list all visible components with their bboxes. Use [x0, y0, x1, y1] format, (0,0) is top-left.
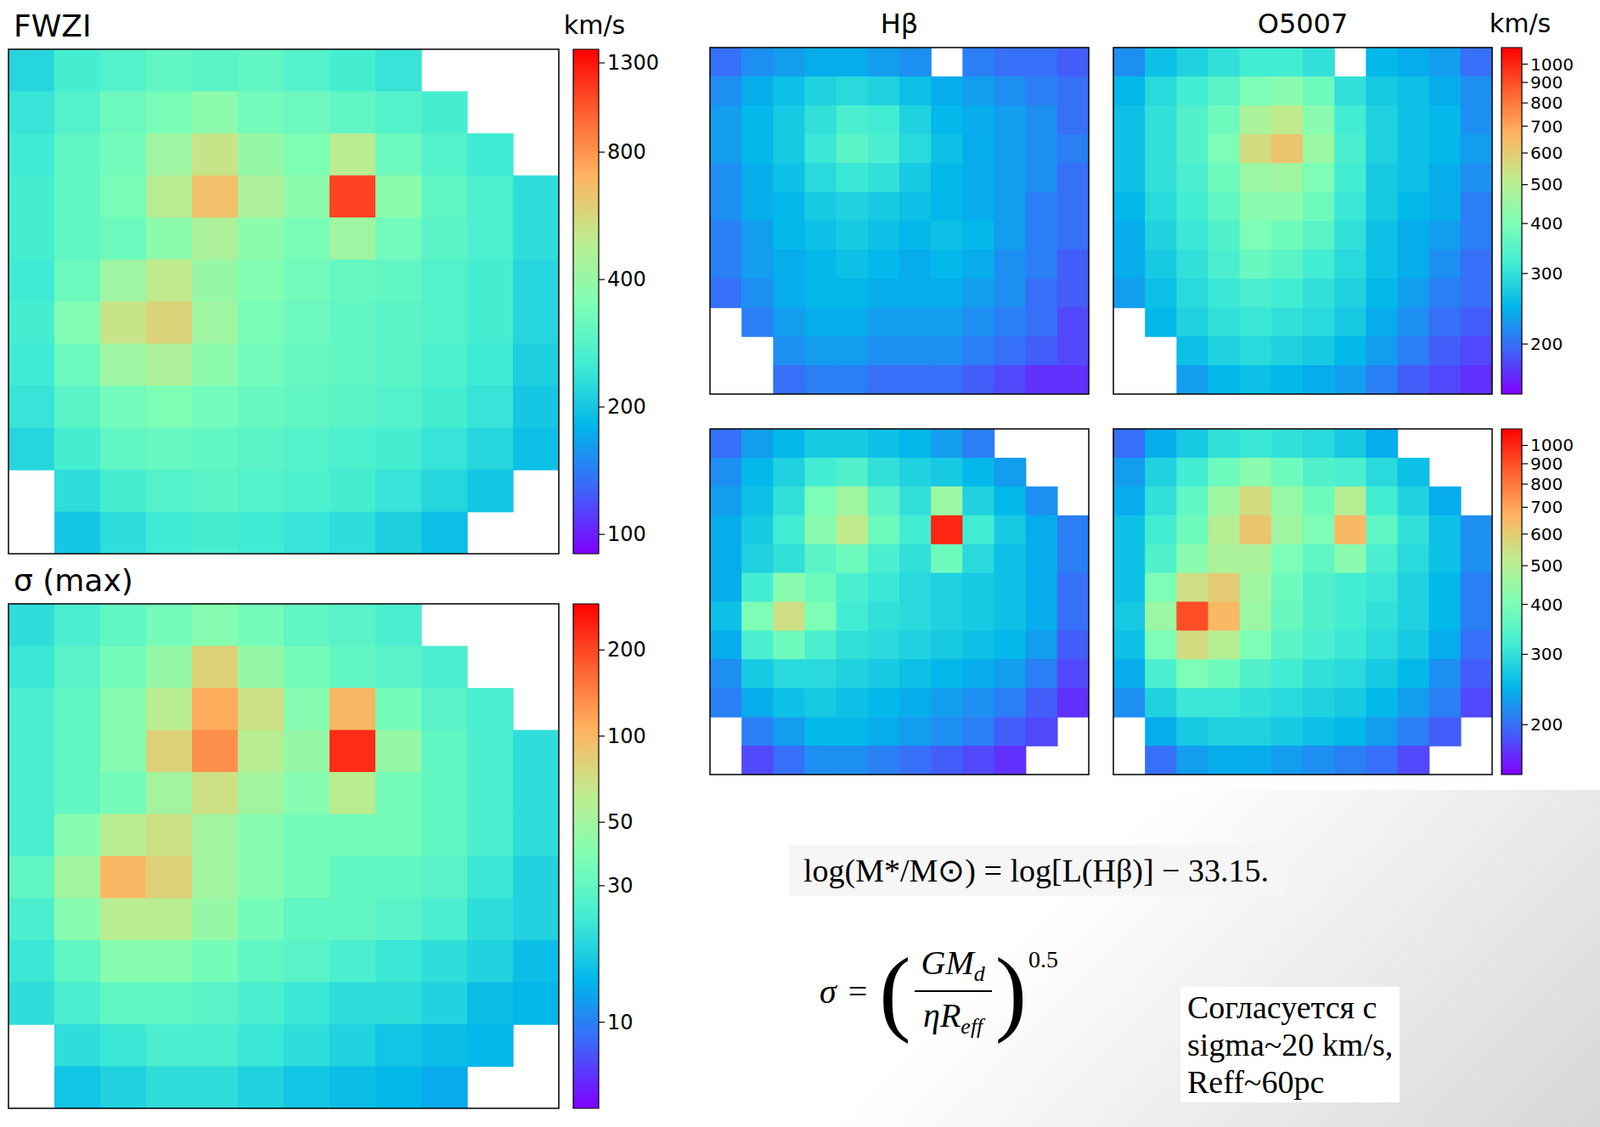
html-text:sigma~20 km/s,: sigma~20 km/s, [1187, 1026, 1393, 1063]
svg-text:900: 900 [1530, 72, 1563, 93]
svg-text:300: 300 [1530, 643, 1563, 665]
svg-text:1300: 1300 [607, 50, 660, 75]
svg-text:30: 30 [607, 873, 634, 898]
svg-text:1000: 1000 [1530, 54, 1574, 75]
svg-text:900: 900 [1530, 453, 1563, 474]
svg-text:500: 500 [1530, 555, 1563, 576]
html-text:Согласуется с: Согласуется с [1187, 989, 1377, 1026]
svg-text:1000: 1000 [1530, 434, 1574, 456]
svg-text:km/s: km/s [1489, 8, 1551, 39]
svg-text:600: 600 [1530, 142, 1563, 164]
svg-text:FWZI: FWZI [13, 8, 92, 44]
svg-text:10: 10 [607, 1010, 634, 1035]
svg-text:100: 100 [607, 522, 647, 547]
svg-text:σ (max): σ (max) [13, 563, 134, 598]
svg-text:O5007: O5007 [1257, 7, 1349, 40]
html-text:σ =: σ = [819, 971, 868, 1011]
svg-text:600: 600 [1530, 523, 1563, 545]
html-text:ηReff: ηReff [923, 996, 983, 1039]
svg-text:Hβ: Hβ [880, 7, 919, 40]
svg-text:100: 100 [607, 724, 647, 749]
svg-text:200: 200 [1530, 714, 1563, 735]
svg-text:400: 400 [1530, 213, 1563, 234]
svg-text:200: 200 [607, 394, 647, 419]
html-text:Reff~60pc: Reff~60pc [1187, 1064, 1325, 1100]
svg-text:800: 800 [1530, 92, 1563, 113]
svg-text:300: 300 [1530, 263, 1563, 284]
svg-text:700: 700 [1530, 496, 1563, 518]
html-text:log(M*/M⊙) = log[L(Hβ)] − 33.1: log(M*/M⊙) = log[L(Hβ)] − 33.15. [803, 852, 1269, 889]
svg-text:700: 700 [1530, 116, 1563, 137]
html-text:0.5: 0.5 [1028, 946, 1059, 973]
svg-text:400: 400 [1530, 594, 1563, 615]
html-text:GMd: GMd [921, 943, 985, 986]
svg-text:500: 500 [1530, 174, 1563, 195]
svg-text:800: 800 [607, 140, 647, 164]
svg-text:200: 200 [1530, 333, 1563, 355]
svg-text:800: 800 [1530, 473, 1563, 495]
svg-text:50: 50 [607, 810, 634, 834]
svg-text:400: 400 [607, 267, 647, 292]
svg-text:200: 200 [607, 637, 647, 662]
svg-text:km/s: km/s [563, 10, 626, 40]
